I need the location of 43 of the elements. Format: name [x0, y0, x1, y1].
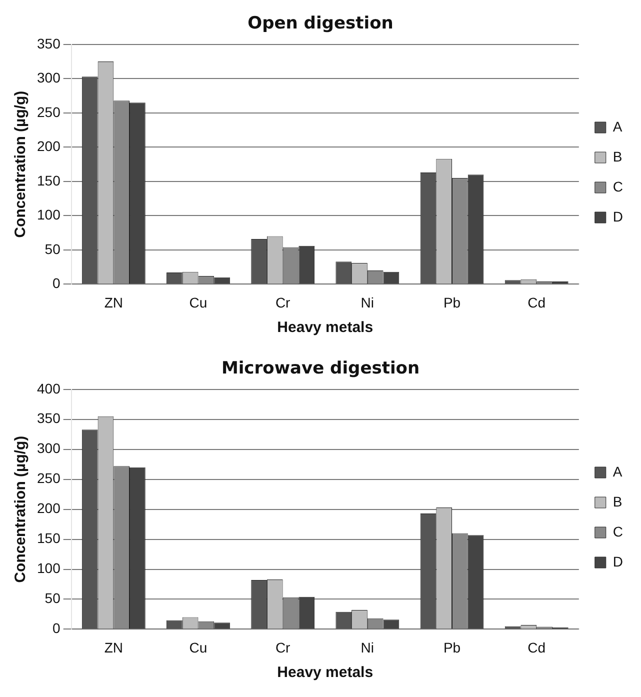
y-tick-label: 250 [37, 470, 61, 486]
legend-label: D [612, 553, 624, 570]
y-tick-label: 0 [52, 620, 61, 636]
y-axis-title: Concentration (µg/g) [12, 436, 30, 583]
x-tick-label: Cd [528, 294, 546, 310]
x-tick-label: ZN [104, 639, 123, 656]
x-tick-label: Cu [189, 639, 208, 656]
legend-label: C [612, 523, 624, 540]
y-tick-label: 400 [37, 380, 61, 396]
legend-label: C [612, 178, 624, 194]
x-axis-title: Heavy metals [277, 664, 374, 682]
x-tick-label: Pb [443, 294, 461, 310]
y-tick-label: 50 [44, 590, 61, 606]
x-tick-label: Cr [275, 294, 291, 310]
x-axis-title: Heavy metals [277, 319, 374, 336]
y-tick-label: 300 [37, 70, 61, 86]
y-tick-label: 350 [37, 410, 61, 426]
y-tick-label: 100 [37, 206, 61, 223]
y-tick-label: 150 [37, 530, 61, 546]
x-tick-label: Cu [189, 294, 208, 310]
y-tick-label: 150 [37, 172, 61, 188]
legend-label: B [612, 148, 622, 164]
x-tick-label: Pb [443, 639, 461, 656]
x-tick-label: Cr [275, 639, 291, 656]
y-tick-label: 350 [37, 35, 61, 52]
x-tick-label: Cd [528, 639, 546, 656]
x-tick-label: Ni [360, 294, 374, 310]
legend-label: D [612, 208, 624, 224]
chart-title: Microwave digestion [221, 358, 420, 379]
y-tick-label: 100 [37, 560, 61, 576]
y-tick-label: 300 [37, 440, 61, 456]
x-tick-label: ZN [104, 294, 123, 310]
y-axis-title: Concentration (µg/g) [12, 90, 30, 238]
legend-label: B [612, 493, 622, 510]
legend-label: A [612, 118, 623, 134]
y-tick-label: 200 [37, 138, 61, 154]
y-tick-label: 200 [37, 500, 61, 516]
y-tick-label: 50 [44, 240, 61, 257]
y-tick-label: 250 [37, 104, 61, 120]
legend-label: A [612, 463, 623, 480]
x-tick-label: Ni [360, 639, 374, 656]
chart-title: Open digestion [248, 14, 394, 34]
y-tick-label: 0 [52, 275, 61, 292]
